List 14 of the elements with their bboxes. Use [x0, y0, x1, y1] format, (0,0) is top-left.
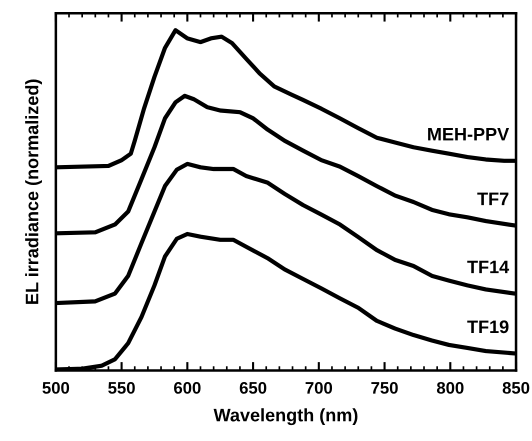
series-label: TF19 — [467, 320, 509, 334]
x-tick-label: 650 — [240, 382, 266, 394]
x-tick-label: 500 — [42, 382, 70, 394]
x-tick-label: 750 — [371, 382, 398, 394]
series-label: TF7 — [477, 192, 508, 206]
x-tick-label: 550 — [108, 382, 135, 394]
x-tick-label: 850 — [502, 382, 530, 394]
x-tick-label: 800 — [436, 382, 464, 394]
series-label: TF14 — [467, 260, 510, 274]
y-axis-title: EL irradiance (normalized) — [25, 80, 42, 304]
x-tick-label: 700 — [306, 382, 332, 394]
series-label: MEH-PPV — [428, 128, 510, 140]
x-tick-label: 600 — [174, 382, 201, 394]
x-axis-title: Wavelength (nm) — [214, 408, 358, 426]
